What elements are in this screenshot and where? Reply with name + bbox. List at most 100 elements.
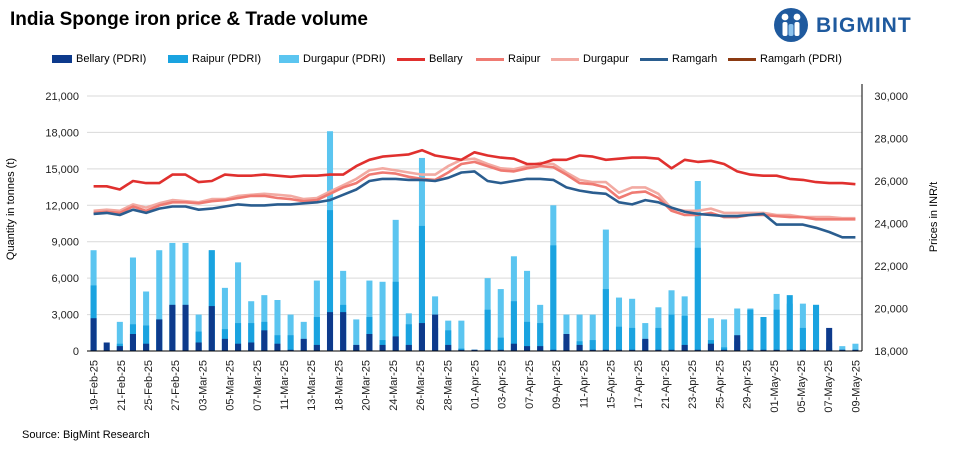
chart-legend: Bellary (PDRI) Raipur (PDRI) Durgapur (P… bbox=[0, 53, 953, 69]
bar-bellary bbox=[326, 312, 334, 351]
bigmint-logo-icon bbox=[774, 8, 808, 42]
bar-bellary bbox=[274, 343, 281, 351]
bar-bellary bbox=[392, 336, 399, 351]
bar-bellary bbox=[747, 349, 754, 351]
x-axis-tick-label: 09-Apr-25 bbox=[551, 360, 563, 409]
left-axis-tick-label: 3,000 bbox=[51, 310, 79, 322]
x-axis-tick-label: 29-Apr-25 bbox=[742, 360, 754, 409]
left-axis-tick-label: 15,000 bbox=[45, 164, 79, 176]
x-axis-tick-label: 26-Mar-25 bbox=[415, 360, 427, 411]
bar-bellary bbox=[839, 349, 846, 351]
x-axis-tick-label: 11-Mar-25 bbox=[279, 360, 291, 410]
bar-durgapur bbox=[235, 262, 242, 351]
bar-bellary bbox=[287, 349, 294, 351]
bar-bellary bbox=[182, 304, 189, 351]
bar-raipur bbox=[274, 335, 281, 351]
right-axis-tick-label: 22,000 bbox=[874, 261, 908, 273]
bar-bellary bbox=[353, 344, 360, 351]
legend-label: Bellary bbox=[429, 53, 463, 65]
bar-durgapur bbox=[707, 318, 714, 351]
bar-raipur bbox=[313, 317, 320, 351]
legend-label: Bellary (PDRI) bbox=[76, 53, 147, 65]
bar-bellary bbox=[707, 343, 714, 351]
bar-durgapur bbox=[379, 281, 386, 351]
bar-durgapur bbox=[799, 303, 806, 351]
x-axis-tick-label: 23-Apr-25 bbox=[687, 360, 699, 409]
bar-raipur bbox=[510, 301, 517, 351]
x-axis-tick-label: 05-May-25 bbox=[796, 360, 808, 413]
legend-item-bellary: Bellary bbox=[397, 53, 463, 65]
bar-bellary bbox=[195, 342, 202, 351]
bar-raipur bbox=[786, 295, 793, 351]
x-axis-tick-label: 20-Mar-25 bbox=[361, 360, 373, 411]
axes: 0 3,000 6,000 9,000 12,000 15,000 18,000 21,000… bbox=[45, 84, 908, 413]
x-axis-tick-label: 03-Apr-25 bbox=[497, 360, 509, 409]
bar-series bbox=[90, 131, 859, 351]
line-durgapur bbox=[93, 157, 856, 220]
bar-bellary bbox=[313, 344, 320, 351]
line-series bbox=[93, 148, 856, 239]
bar-bellary bbox=[471, 349, 478, 351]
bar-raipur bbox=[392, 281, 399, 351]
left-axis-tick-label: 21,000 bbox=[45, 91, 79, 103]
x-axis-tick-label: 17-Apr-25 bbox=[633, 360, 645, 409]
bar-durgapur bbox=[182, 242, 189, 351]
bar-durgapur bbox=[313, 280, 320, 351]
x-axis-tick-label: 01-May-25 bbox=[769, 360, 781, 413]
bar-durgapur bbox=[143, 291, 150, 351]
legend-label: Raipur bbox=[508, 53, 541, 65]
bar-bellary bbox=[432, 314, 439, 351]
bar-bellary bbox=[340, 312, 347, 351]
bar-raipur bbox=[537, 323, 544, 351]
left-axis-tick-label: 9,000 bbox=[51, 237, 79, 249]
bar-raipur bbox=[615, 326, 623, 351]
right-axis-tick-label: 24,000 bbox=[874, 219, 908, 231]
bar-bellary bbox=[615, 349, 623, 351]
legend-label: Durgapur bbox=[583, 53, 629, 65]
bar-bellary bbox=[642, 338, 649, 351]
bar-bellary bbox=[563, 334, 570, 351]
right-axis-tick-label: 28,000 bbox=[874, 134, 908, 146]
bar-raipur bbox=[668, 314, 675, 351]
legend-swatch bbox=[168, 55, 188, 63]
bar-bellary bbox=[261, 330, 268, 351]
bar-durgapur bbox=[366, 280, 373, 351]
bar-raipur bbox=[799, 327, 806, 351]
legend-label: Raipur (PDRI) bbox=[192, 53, 262, 65]
bar-bellary bbox=[773, 349, 780, 351]
x-axis-tick-label: 28-Mar-25 bbox=[442, 360, 454, 411]
bar-bellary bbox=[379, 344, 386, 351]
bar-bellary bbox=[445, 344, 452, 351]
bar-raipur bbox=[418, 225, 425, 351]
x-axis-tick-label: 13-Mar-25 bbox=[306, 360, 318, 411]
bar-raipur bbox=[589, 340, 596, 351]
bar-raipur bbox=[524, 321, 531, 351]
x-axis-tick-label: 21-Feb-25 bbox=[116, 360, 128, 411]
bar-durgapur bbox=[274, 300, 281, 351]
bar-bellary bbox=[813, 349, 820, 351]
bar-raipur bbox=[655, 327, 662, 351]
x-axis-tick-label: 27-Feb-25 bbox=[170, 360, 182, 411]
x-axis-tick-label: 25-Apr-25 bbox=[714, 360, 726, 409]
bar-bellary bbox=[90, 318, 97, 351]
legend-label: Durgapur (PDRI) bbox=[303, 53, 386, 65]
bar-durgapur bbox=[129, 257, 136, 351]
bar-bellary bbox=[721, 349, 728, 351]
bar-durgapur bbox=[852, 343, 859, 351]
bar-durgapur bbox=[629, 298, 636, 351]
bar-raipur bbox=[484, 309, 491, 351]
bar-raipur bbox=[629, 327, 636, 351]
bar-bellary bbox=[655, 349, 662, 351]
bar-durgapur bbox=[642, 323, 649, 351]
bar-durgapur bbox=[734, 308, 741, 351]
source-note: Source: BigMint Research bbox=[22, 429, 150, 441]
bar-durgapur bbox=[156, 250, 163, 351]
bar-bellary bbox=[129, 334, 136, 351]
legend-item-ramgarh: Ramgarh bbox=[640, 53, 717, 65]
legend-item-durgapur-pdri: Durgapur (PDRI) bbox=[279, 53, 386, 65]
bar-bellary bbox=[826, 327, 833, 351]
chart-title: India Sponge iron price & Trade volume bbox=[10, 9, 368, 30]
left-axis-tick-label: 18,000 bbox=[45, 127, 79, 139]
bar-bellary bbox=[300, 338, 307, 351]
bar-bellary bbox=[550, 349, 557, 351]
